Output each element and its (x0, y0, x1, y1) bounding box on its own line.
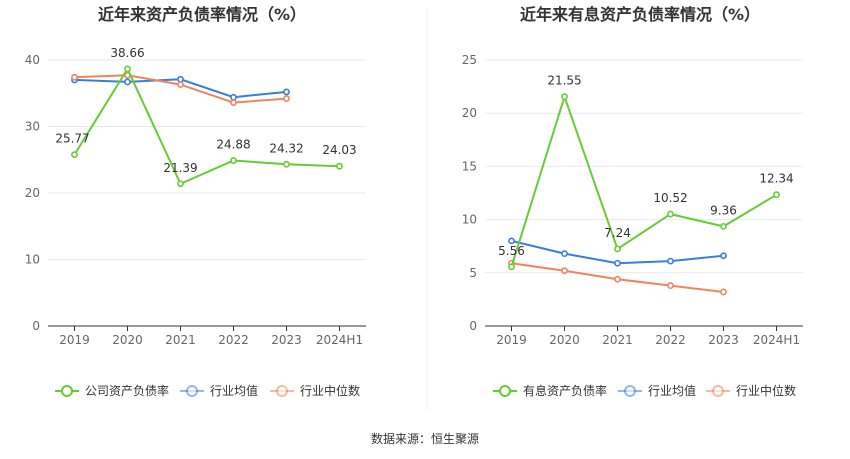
series-line-company (510, 93, 778, 268)
data-point-avg[interactable] (508, 237, 515, 245)
data-point-company[interactable] (230, 157, 237, 164)
chart-title: 近年来有息资产负债率情况（%） (520, 5, 760, 24)
data-point-company[interactable] (177, 180, 184, 188)
data-point-company[interactable] (283, 160, 290, 168)
data-point-company[interactable] (667, 210, 674, 218)
data-label: 21.55 (547, 74, 581, 88)
legend-label: 公司资产负债率 (85, 383, 169, 398)
legend-label: 行业均值 (210, 383, 258, 398)
data-point-median[interactable] (720, 288, 727, 296)
data-label: 21.39 (163, 161, 197, 175)
data-label: 12.34 (759, 172, 793, 186)
avg-legend[interactable]: 行业均值 (618, 383, 696, 398)
x-tick-label: 2020 (112, 333, 143, 347)
y-tick-label: 10 (25, 253, 40, 267)
y-tick-label: 0 (469, 319, 477, 333)
data-label: 24.03 (322, 143, 356, 157)
data-point-avg[interactable] (124, 78, 131, 86)
data-point-median[interactable] (283, 95, 290, 102)
legend-swatch-marker (499, 385, 511, 397)
legend-swatch-marker (186, 385, 198, 397)
median-legend[interactable]: 行业中位数 (706, 383, 796, 398)
data-label: 9.36 (710, 203, 737, 217)
data-point-avg[interactable] (667, 257, 674, 265)
data-label: 5.56 (498, 244, 525, 258)
data-point-avg[interactable] (283, 88, 290, 96)
data-point-company[interactable] (71, 151, 78, 159)
legend-label: 行业均值 (648, 383, 696, 398)
debt-ratio-chart: 近年来资产负债率情况（%） 0 10 20 30 40 2019 2020 2021 2022 20… (25, 5, 366, 398)
data-label: 10.52 (653, 191, 687, 205)
x-tick-label: 2019 (496, 333, 527, 347)
x-tick-label: 2023 (708, 333, 739, 347)
data-point-median[interactable] (561, 267, 568, 275)
data-point-median[interactable] (230, 99, 237, 106)
company-legend[interactable]: 有息资产负债率 (493, 383, 607, 398)
x-tick-label: 2022 (218, 333, 249, 347)
data-label: 24.32 (269, 141, 303, 155)
data-point-avg[interactable] (177, 75, 184, 83)
y-tick-label: 5 (469, 266, 477, 280)
median-legend[interactable]: 行业中位数 (270, 383, 360, 398)
data-label: 24.88 (216, 138, 250, 152)
x-tick-label: 2024H1 (753, 333, 800, 347)
data-point-avg[interactable] (614, 259, 621, 267)
chart-title: 近年来资产负债率情况（%） (98, 5, 306, 24)
x-tick-label: 2023 (271, 333, 302, 347)
legend-swatch-marker (624, 385, 636, 397)
data-point-company[interactable] (124, 65, 131, 73)
x-tick-label: 2020 (549, 333, 580, 347)
data-label: 25.77 (55, 132, 89, 146)
y-tick-label: 30 (25, 120, 40, 134)
y-tick-label: 25 (462, 53, 477, 67)
data-point-company[interactable] (561, 93, 568, 101)
y-tick-label: 10 (462, 213, 477, 227)
data-point-company[interactable] (614, 245, 621, 253)
data-label: 38.66 (110, 46, 144, 60)
legend-label: 有息资产负债率 (523, 383, 607, 398)
x-tick-label: 2019 (59, 333, 90, 347)
data-point-company[interactable] (336, 162, 343, 170)
data-point-median[interactable] (667, 282, 674, 289)
interest-debt-ratio-chart: 近年来有息资产负债率情况（%） 0 5 10 15 20 25 2019 2020 2021 202… (462, 5, 803, 398)
series-line-company (73, 66, 340, 186)
legend-swatch-marker (61, 385, 73, 397)
data-point-median[interactable] (177, 81, 184, 89)
data-point-company[interactable] (720, 223, 727, 230)
company-legend[interactable]: 公司资产负债率 (55, 383, 169, 398)
legend-swatch-marker (276, 385, 288, 397)
avg-legend[interactable]: 行业均值 (180, 383, 258, 398)
data-point-avg[interactable] (720, 252, 727, 260)
x-tick-label: 2021 (165, 333, 196, 347)
x-tick-label: 2022 (655, 333, 686, 347)
legend-swatch-marker (712, 385, 724, 397)
legend-label: 行业中位数 (300, 383, 360, 398)
data-label: 7.24 (604, 226, 631, 240)
data-point-avg[interactable] (230, 93, 237, 101)
data-point-company[interactable] (508, 263, 515, 271)
legend-label: 行业中位数 (736, 383, 796, 398)
data-point-median[interactable] (614, 275, 621, 283)
data-point-company[interactable] (773, 191, 780, 199)
data-source-note: 数据来源：恒生聚源 (371, 431, 479, 446)
x-tick-label: 2021 (602, 333, 633, 347)
data-point-avg[interactable] (561, 250, 568, 258)
y-tick-label: 20 (462, 106, 477, 120)
x-tick-label: 2024H1 (316, 333, 363, 347)
y-tick-label: 40 (25, 53, 40, 67)
data-point-median[interactable] (71, 73, 78, 81)
y-tick-label: 0 (32, 319, 40, 333)
y-tick-label: 15 (462, 159, 477, 173)
y-tick-label: 20 (25, 186, 40, 200)
